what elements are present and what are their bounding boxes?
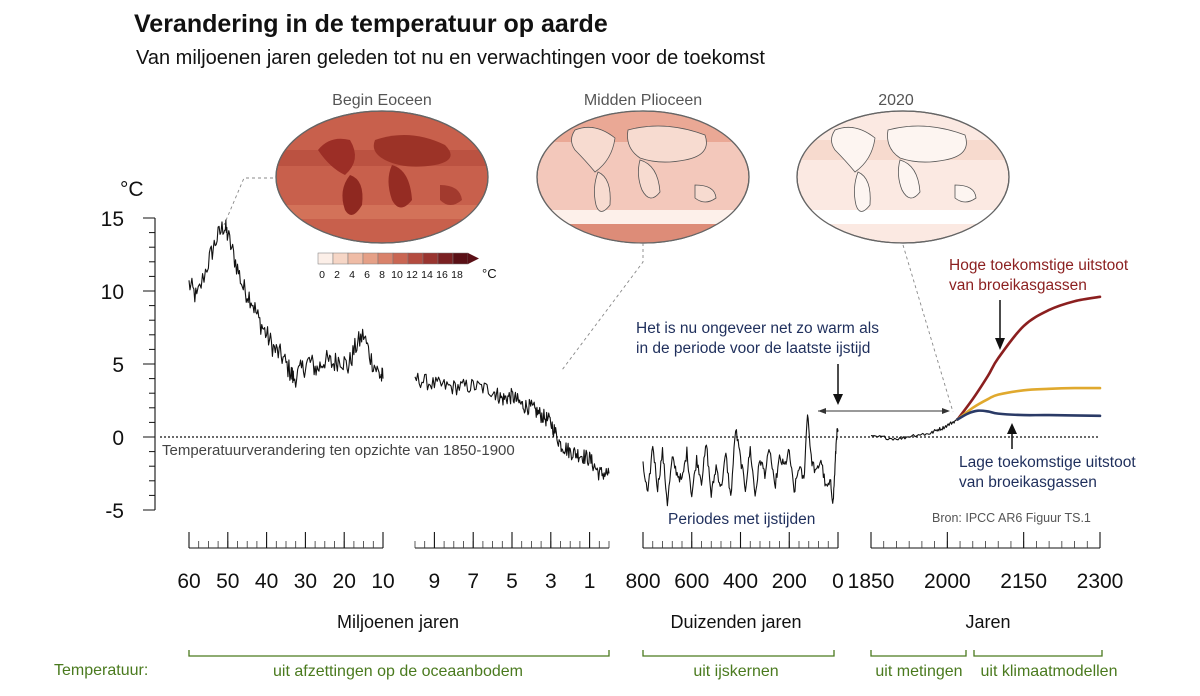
colorbar-swatch xyxy=(317,252,334,265)
x-tick-label: 40 xyxy=(255,570,278,593)
colorbar-swatch xyxy=(437,252,454,265)
series-thousand-years xyxy=(642,414,839,507)
colorbar-tick-label: 12 xyxy=(406,269,418,281)
y-axis-unit: °C xyxy=(120,178,144,201)
now-warm-annotation-line2: in de periode voor de laatste ijstijd xyxy=(636,340,870,357)
colorbar-swatch xyxy=(407,252,424,265)
colorbar-tick-label: 8 xyxy=(379,269,385,281)
series-million-years-late xyxy=(414,372,610,481)
y-tick-label: 0 xyxy=(112,427,124,450)
colorbar-tick-label: 16 xyxy=(436,269,448,281)
colorbar-swatch xyxy=(422,252,439,265)
source-brackets xyxy=(188,650,1103,657)
series-observed-years xyxy=(870,418,958,441)
x-tick-label: 600 xyxy=(674,570,709,593)
colorbar-swatch xyxy=(377,252,394,265)
x-tick-label: 0 xyxy=(832,570,844,593)
y-tick-label: 15 xyxy=(101,208,124,231)
x-tick-label: 800 xyxy=(625,570,660,593)
x-tick-label: 2300 xyxy=(1077,570,1124,593)
source-citation: Bron: IPCC AR6 Figuur TS.1 xyxy=(932,511,1091,525)
map-2020 xyxy=(796,110,1010,244)
low-emission-label-line1: Lage toekomstige uitstoot xyxy=(959,454,1136,471)
colorbar-tick-label: 4 xyxy=(349,269,355,281)
x-axes: 60 50 40 30 20 10 9 7 5 3 1 800 600 400 200 0 1850 2000 21… xyxy=(177,532,1123,593)
low-emission-label-line2: van broeikasgassen xyxy=(959,474,1097,491)
x-tick-label: 9 xyxy=(429,570,441,593)
source-ice-cores: uit ijskernen xyxy=(693,663,778,680)
baseline-label: Temperatuurverandering ten opzichte van … xyxy=(162,442,515,459)
now-warm-annotation-line1: Het is nu ongeveer net zo warm als xyxy=(636,320,879,337)
ice-ages-label: Periodes met ijstijden xyxy=(668,511,815,528)
x-tick-label: 50 xyxy=(216,570,239,593)
y-tick-label: 5 xyxy=(112,354,124,377)
xlabel-thousand-years: Duizenden jaren xyxy=(670,612,801,632)
x-tick-label: 2000 xyxy=(924,570,971,593)
x-tick-label: 2150 xyxy=(1000,570,1047,593)
page-title: Verandering in de temperatuur op aarde xyxy=(134,10,608,38)
map-label-eoceen: Begin Eoceen xyxy=(332,92,432,109)
xlabel-years: Jaren xyxy=(965,612,1010,632)
x-tick-label: 5 xyxy=(506,570,518,593)
colorbar-tick-label: 2 xyxy=(334,269,340,281)
x-tick-label: 10 xyxy=(371,570,394,593)
y-axis: 15 10 5 0 -5 xyxy=(101,208,156,523)
colorbar-swatch xyxy=(452,252,469,265)
temperature-source-label: Temperatuur: xyxy=(54,662,148,679)
series-mid-emission xyxy=(956,386,1102,421)
colorbar-swatch xyxy=(347,252,364,265)
colorbar-swatch xyxy=(362,252,379,265)
now-warm-arrow xyxy=(833,364,843,405)
colorbar-unit: °C xyxy=(482,266,497,281)
colorbar-tick-label: 6 xyxy=(364,269,370,281)
low-emission-arrow xyxy=(1007,423,1017,449)
x-tick-label: 1 xyxy=(584,570,596,593)
source-ocean: uit afzettingen op de oceaanbodem xyxy=(273,663,523,680)
colorbar-tick-label: 10 xyxy=(391,269,403,281)
map-eoceen xyxy=(275,110,489,244)
map-label-2020: 2020 xyxy=(878,92,914,109)
page-subtitle: Van miljoenen jaren geleden tot nu en ve… xyxy=(136,47,765,69)
y-tick-label: -5 xyxy=(105,500,124,523)
colorbar-tick-label: 0 xyxy=(319,269,325,281)
map-plioceen xyxy=(536,110,750,244)
colorbar-swatch xyxy=(332,252,349,265)
x-tick-label: 400 xyxy=(723,570,758,593)
series-high-emission xyxy=(956,295,1102,421)
colorbar-swatch xyxy=(392,252,409,265)
source-climate-models: uit klimaatmodellen xyxy=(981,663,1118,680)
colorbar-legend: 0 2 4 6 8 10 12 14 16 18 °C xyxy=(317,252,497,281)
x-tick-label: 30 xyxy=(294,570,317,593)
colorbar-arrow xyxy=(468,253,479,264)
x-tick-label: 1850 xyxy=(848,570,895,593)
x-tick-label: 20 xyxy=(333,570,356,593)
high-emission-label-line2: van broeikasgassen xyxy=(949,277,1087,294)
high-emission-arrow xyxy=(995,300,1005,350)
x-tick-label: 3 xyxy=(545,570,557,593)
y-tick-label: 10 xyxy=(101,281,124,304)
map-leader-lines xyxy=(223,177,954,413)
colorbar-tick-label: 18 xyxy=(451,269,463,281)
x-tick-label: 200 xyxy=(772,570,807,593)
x-tick-label: 60 xyxy=(177,570,200,593)
series-low-emission xyxy=(956,409,1102,421)
colorbar-tick-label: 14 xyxy=(421,269,433,281)
now-warm-range-arrow xyxy=(818,408,950,414)
xlabel-million-years: Miljoenen jaren xyxy=(337,612,459,632)
map-label-plioceen: Midden Plioceen xyxy=(584,92,702,109)
x-tick-label: 7 xyxy=(467,570,479,593)
high-emission-label-line1: Hoge toekomstige uitstoot xyxy=(949,257,1129,274)
series-million-years-early xyxy=(188,219,384,388)
temperature-curves xyxy=(188,219,1102,507)
source-measurements: uit metingen xyxy=(875,663,962,680)
